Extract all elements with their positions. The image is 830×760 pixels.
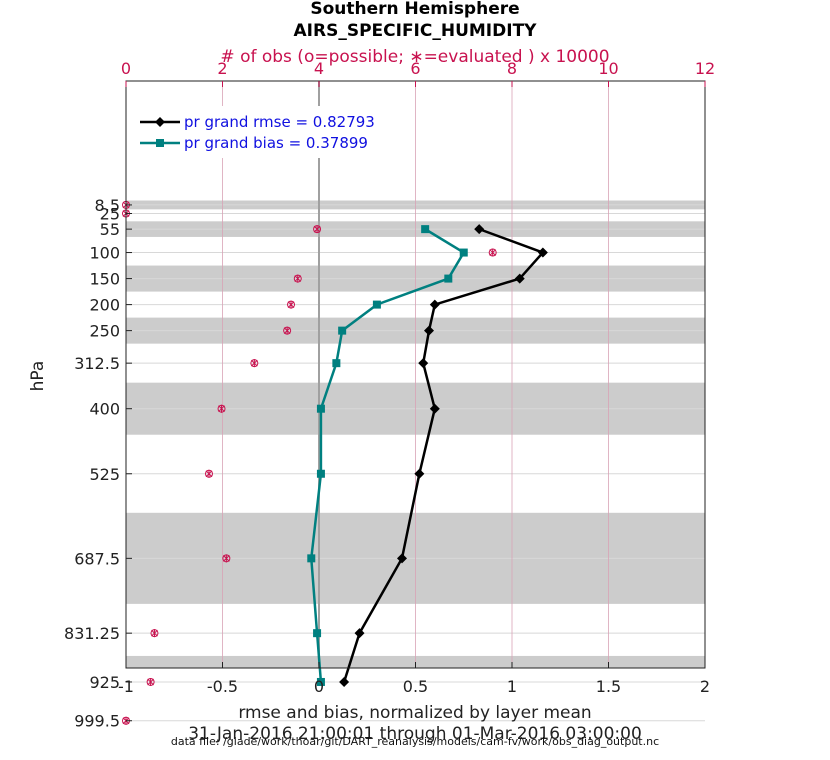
y-tick-label: 312.5 — [74, 354, 120, 373]
x-tick-label: 0 — [314, 677, 324, 696]
x-tick-label: -1 — [118, 677, 134, 696]
obs-evaluated-marker — [287, 300, 295, 309]
bias-point — [313, 629, 322, 638]
rmse-point — [396, 553, 407, 564]
bias-point — [316, 469, 325, 478]
x-tick-label: 2 — [700, 677, 710, 696]
legend-bias-label: pr grand bias = 0.37899 — [184, 134, 368, 152]
y-tick-label: 999.5 — [74, 712, 120, 731]
y-tick-label: 525 — [89, 465, 120, 484]
x-tick-label: 1.5 — [596, 677, 621, 696]
bias-point — [338, 326, 347, 335]
top-tick-label: 2 — [217, 59, 227, 78]
obs-evaluated-marker — [223, 554, 230, 563]
top-tick-label: 6 — [410, 59, 420, 78]
bias-point — [316, 677, 325, 686]
y-tick-label: 687.5 — [74, 549, 120, 568]
series-lines — [307, 224, 548, 687]
legend-box — [134, 106, 396, 158]
obs-evaluated-marker — [205, 469, 213, 478]
obs-evaluated-marker — [218, 404, 225, 413]
y-tick-label: 100 — [89, 244, 120, 263]
bias-point — [307, 554, 316, 563]
y-tick-label: 8.5 — [95, 196, 120, 215]
top-tick-label: 8 — [507, 59, 517, 78]
x-tick-label: 1 — [507, 677, 517, 696]
legend: pr grand rmse = 0.82793 pr grand bias = … — [134, 106, 396, 158]
rmse-point — [418, 358, 429, 369]
rmse-point — [339, 676, 350, 687]
top-tick-label: 4 — [314, 59, 324, 78]
obs-evaluated-marker — [151, 629, 158, 638]
y-tick-label: 400 — [89, 400, 120, 419]
y-tick-label: 925 — [89, 673, 120, 692]
time-range: 31-Jan-2016 21:00:01 through 01-Mar-2016… — [188, 724, 642, 744]
top-axis-label: # of obs (o=possible; ∗=evaluated ) x 10… — [220, 47, 609, 67]
y-tick-label: 25 — [100, 205, 120, 224]
top-tick-label: 10 — [598, 59, 618, 78]
rmse-point — [429, 299, 440, 310]
legend-rmse-marker — [155, 117, 165, 127]
rmse-point — [414, 468, 425, 479]
bias-point — [316, 404, 325, 413]
obs-evaluated-marker — [294, 274, 302, 283]
chart-subtitle: AIRS_SPECIFIC_HUMIDITY — [294, 21, 538, 41]
bias-point — [421, 225, 430, 234]
top-tick-label: 12 — [695, 59, 715, 78]
rmse-point — [424, 325, 435, 336]
rmse-point — [474, 224, 485, 235]
rmse-point — [514, 273, 525, 284]
y-tick-label: 831.25 — [64, 624, 120, 643]
obs-evaluated-marker — [283, 326, 291, 335]
y-tick-label: 150 — [89, 270, 120, 289]
rmse-point — [537, 247, 548, 258]
bias-point — [332, 359, 341, 368]
rmse-point — [354, 628, 365, 639]
legend-rmse-label: pr grand rmse = 0.82793 — [184, 113, 375, 131]
x-tick-label: -0.5 — [207, 677, 238, 696]
x-tick-label: 0.5 — [403, 677, 428, 696]
y-tick-label: 200 — [89, 296, 120, 315]
obs-evaluated-marker — [489, 248, 497, 257]
legend-bias-marker — [156, 139, 164, 147]
bias-point — [459, 248, 468, 257]
bias-point — [444, 274, 453, 283]
chart-title: Southern Hemisphere — [310, 0, 519, 19]
top-tick-label: 0 — [121, 59, 131, 78]
rmse-point — [429, 403, 440, 414]
y-tick-label: 55 — [100, 220, 120, 239]
x-axis-label: rmse and bias, normalized by layer mean — [238, 703, 591, 723]
bias-point — [372, 300, 381, 309]
obs-evaluated-marker — [147, 677, 154, 686]
y-tick-label: 250 — [89, 322, 120, 341]
obs-evaluated-marker — [250, 359, 258, 368]
y-axis-label: hPa — [28, 361, 48, 392]
obs-evaluated-marker — [313, 225, 321, 234]
data-file-footnote: data file: /glade/work/thoar/git/DART_re… — [171, 735, 659, 748]
